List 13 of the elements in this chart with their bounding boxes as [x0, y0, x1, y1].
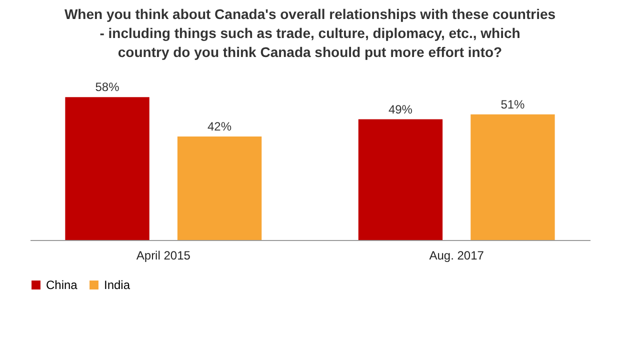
chart-title: When you think about Canada's overall relationships with these countries - including things such as trade, culture, diplomacy, etc., which country do you think Canada should put more effort into?: [64, 6, 556, 60]
bar: [177, 136, 262, 240]
legend-label: India: [104, 278, 130, 292]
x-tick-label: Aug. 2017: [429, 248, 484, 262]
x-tick-label: April 2015: [136, 248, 191, 262]
legend-label: China: [46, 278, 78, 292]
data-label: 42%: [208, 120, 232, 134]
bar: [470, 114, 555, 240]
data-label: 51%: [500, 97, 526, 112]
data-label: 58%: [95, 80, 120, 94]
bar: [358, 119, 443, 240]
data-label: 49%: [388, 102, 413, 116]
bar: [65, 97, 150, 240]
